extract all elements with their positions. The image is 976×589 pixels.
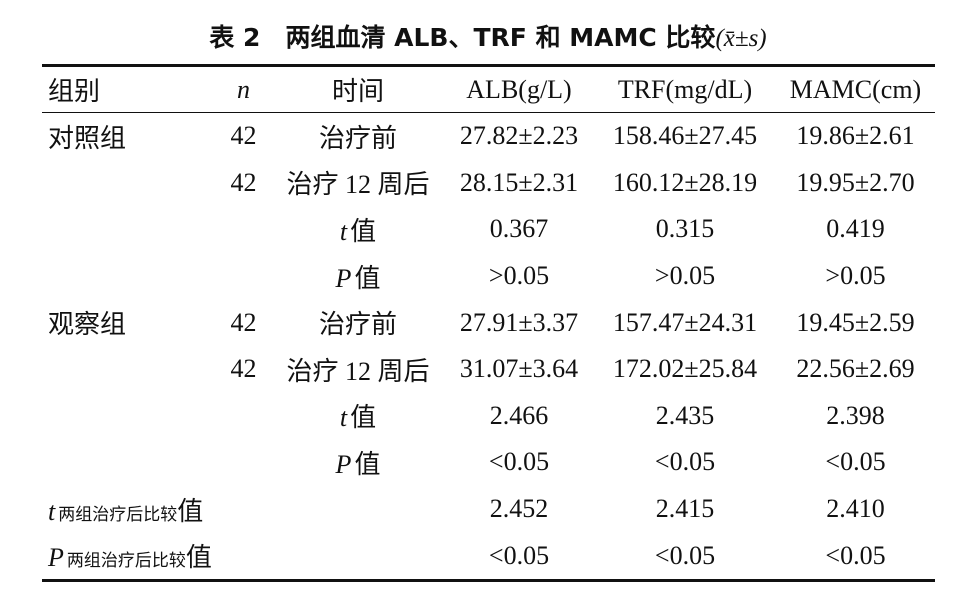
table-cell: 2.466 xyxy=(489,400,549,430)
stat-symbol: P xyxy=(48,543,64,573)
table-row: P 值 >0.05 >0.05 >0.05 xyxy=(42,253,935,300)
table-row: 对照组 42 治疗前 27.82±2.23 158.46±27.45 19.86±2.61 xyxy=(42,113,935,160)
data-table: 组别 n 时间 ALB(g/L) TRF(mg/dL) MAMC(cm) 对照组 42 治疗前… xyxy=(42,64,935,582)
table-cell: 157.47±24.31 xyxy=(612,307,758,337)
table-row: t 两组治疗后比较值 2.452 2.415 2.410 xyxy=(42,486,935,533)
table-cell: 治疗前 xyxy=(318,310,397,340)
empty-cell xyxy=(215,532,272,580)
header-cell: 时间 xyxy=(331,77,384,106)
table-cell: 27.91±3.37 xyxy=(459,307,579,337)
title-stat: (x̄±s) xyxy=(715,25,767,52)
stat-symbol: t xyxy=(48,496,56,526)
table-row: 观察组 42 治疗前 27.91±3.37 157.47±24.31 19.45±2.59 xyxy=(42,299,935,346)
table-cell: 2.452 xyxy=(489,494,549,524)
cell-text: 值 xyxy=(354,449,381,479)
table-cell: t 两组治疗后比较值 xyxy=(42,486,215,533)
empty-cell xyxy=(215,206,272,253)
table-cell: <0.05 xyxy=(488,447,550,477)
table-cell: <0.05 xyxy=(654,540,716,570)
table-row: P 值 <0.05 <0.05 <0.05 xyxy=(42,439,935,486)
empty-cell xyxy=(215,486,272,533)
header-cell: MAMC(cm) xyxy=(789,74,922,104)
table-row: 42 治疗 12 周后 31.07±3.64 172.02±25.84 22.56±2.… xyxy=(42,346,935,393)
table-cell: 对照组 xyxy=(48,123,127,153)
table-cell: <0.05 xyxy=(825,540,886,570)
table-cell: P 两组治疗后比较值 xyxy=(42,532,215,580)
table-row: t 值 2.466 2.435 2.398 xyxy=(42,393,935,440)
table-body: 对照组 42 治疗前 27.82±2.23 158.46±27.45 19.86±2.61… xyxy=(42,113,935,581)
table-cell: 治疗 12 周后 xyxy=(286,170,430,200)
empty-cell xyxy=(215,253,272,300)
empty-cell xyxy=(42,393,215,440)
table-cell: 治疗 12 周后 xyxy=(286,356,430,386)
table-cell: 19.45±2.59 xyxy=(796,307,915,337)
table-cell: 2.435 xyxy=(655,400,715,430)
table-cell: 42 xyxy=(230,121,257,151)
header-cell: ALB(g/L) xyxy=(466,74,572,104)
stat-subscript: 两组治疗后比较 xyxy=(66,551,186,571)
table-cell: 172.02±25.84 xyxy=(612,354,758,384)
table-cell: 2.398 xyxy=(826,400,885,430)
empty-cell xyxy=(42,206,215,253)
empty-cell xyxy=(272,486,444,533)
empty-cell xyxy=(42,346,215,393)
table-cell: 22.56±2.69 xyxy=(796,354,915,384)
header-cell: TRF(mg/dL) xyxy=(617,74,753,104)
table-cell: >0.05 xyxy=(654,261,716,291)
table-cell: 2.410 xyxy=(826,494,885,524)
stat-symbol: t xyxy=(339,403,348,433)
table-cell: 160.12±28.19 xyxy=(612,167,758,197)
empty-cell xyxy=(272,532,444,580)
table-title: 表 2 两组血清 ALB、TRF 和 MAMC 比较(x̄±s) xyxy=(0,18,976,54)
header-cell: 组别 xyxy=(48,77,101,106)
cell-text: 值 xyxy=(177,496,204,526)
cell-text: 值 xyxy=(350,403,377,433)
stat-subscript: 两组治疗后比较 xyxy=(58,504,178,524)
empty-cell xyxy=(42,253,215,300)
cell-text: 值 xyxy=(350,216,377,246)
table-cell: 42 xyxy=(230,307,257,337)
table-cell: 2.415 xyxy=(655,494,715,524)
table-row: 42 治疗 12 周后 28.15±2.31 160.12±28.19 19.95±2.… xyxy=(42,160,935,207)
stat-symbol: P xyxy=(335,263,352,293)
table-cell: 158.46±27.45 xyxy=(612,121,758,151)
table-cell: <0.05 xyxy=(488,540,550,570)
table-cell: 31.07±3.64 xyxy=(459,354,579,384)
table-cell: 19.86±2.61 xyxy=(796,121,915,151)
table-cell: 42 xyxy=(230,167,257,197)
table-row: P 两组治疗后比较值 <0.05 <0.05 <0.05 xyxy=(42,532,935,581)
table-cell: 42 xyxy=(230,354,257,384)
table-cell: >0.05 xyxy=(825,261,886,291)
empty-cell xyxy=(42,439,215,486)
table-cell: 治疗前 xyxy=(318,123,397,153)
table-cell: 观察组 xyxy=(48,310,127,340)
stat-symbol: t xyxy=(339,216,348,246)
table-row: t 值 0.367 0.315 0.419 xyxy=(42,206,935,253)
empty-cell xyxy=(215,393,272,440)
header-cell: n xyxy=(237,74,250,104)
table-cell: >0.05 xyxy=(488,261,550,291)
table-cell: <0.05 xyxy=(825,447,886,477)
empty-cell xyxy=(215,439,272,486)
table-cell: <0.05 xyxy=(654,447,716,477)
empty-cell xyxy=(42,160,215,207)
cell-text: 值 xyxy=(354,263,381,293)
cell-text: 值 xyxy=(185,543,212,573)
title-text: 表 2 两组血清 ALB、TRF 和 MAMC 比较 xyxy=(209,23,716,52)
table-cell: 27.82±2.23 xyxy=(459,121,579,151)
table-cell: 28.15±2.31 xyxy=(459,167,579,197)
table-cell: 19.95±2.70 xyxy=(796,167,915,197)
header-row: 组别 n 时间 ALB(g/L) TRF(mg/dL) MAMC(cm) xyxy=(42,65,935,113)
stat-symbol: P xyxy=(335,449,352,479)
table-cell: 0.315 xyxy=(655,214,715,244)
table-header: 组别 n 时间 ALB(g/L) TRF(mg/dL) MAMC(cm) xyxy=(42,65,935,113)
table-cell: 0.367 xyxy=(489,214,549,244)
table-cell: 0.419 xyxy=(826,214,885,244)
